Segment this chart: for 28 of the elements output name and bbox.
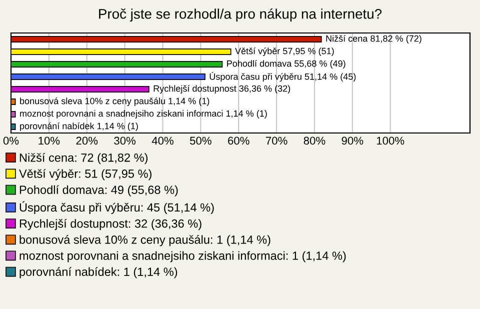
data-label: Úspora času při výběru 51,14 % (45) (210, 72, 356, 82)
x-tick-label: 40% (152, 136, 174, 145)
legend-label: Nižší cena: 72 (81,82 %) (20, 152, 148, 164)
legend-label: Úspora času při výběru: 45 (51,14 %) (20, 201, 214, 214)
legend-label: Větší výběr: 51 (57,95 %) (19, 169, 152, 180)
legend-label: Pohodlí domava: 49 (55,68 %) (20, 185, 178, 196)
x-tick-label: 30% (114, 136, 136, 145)
data-label: Rychlejší dostupnost 36,36 % (32) (154, 84, 290, 94)
data-label: porovnání nabídek 1,14 % (1) (20, 122, 138, 132)
legend-label: Rychlejší dostupnost: 32 (36,36 %) (20, 218, 202, 230)
x-tick-label: 10% (38, 136, 60, 145)
x-tick-label: 70% (266, 136, 288, 145)
x-tick-label: 60% (228, 136, 250, 145)
data-label: Pohodlí domava 55,68 % (49) (227, 60, 346, 69)
legend-label: bonusová sleva 10% z ceny paušálu: 1 (1,14 %) (20, 235, 270, 246)
x-tick-label: 20% (76, 136, 98, 145)
data-label: bonusová sleva 10% z ceny paušálu 1,14 % (1) (20, 97, 210, 106)
data-label: moznost porovnani a snadnejsiho ziskani informaci 1,14 % (1) (20, 110, 267, 118)
chart-title: Proč jste se rozhodl/a pro nákup na internetu? (99, 8, 382, 22)
data-label: Větší výběr 57,95 % (51) (235, 47, 334, 56)
x-tick-label: 50% (190, 136, 212, 145)
x-tick-label: 90% (342, 136, 364, 145)
data-label: Nižší cena 81,82 % (72) (326, 34, 422, 44)
x-tick-label: 80% (304, 136, 326, 145)
legend-label: porovnání nabídek: 1 (1,14 %) (20, 267, 178, 278)
x-tick-label: 0% (3, 136, 19, 145)
x-tick-label: 100% (376, 136, 404, 145)
legend-label: moznost porovnani a snadnejsiho ziskani informaci: 1 (1,14 %) (20, 251, 346, 262)
